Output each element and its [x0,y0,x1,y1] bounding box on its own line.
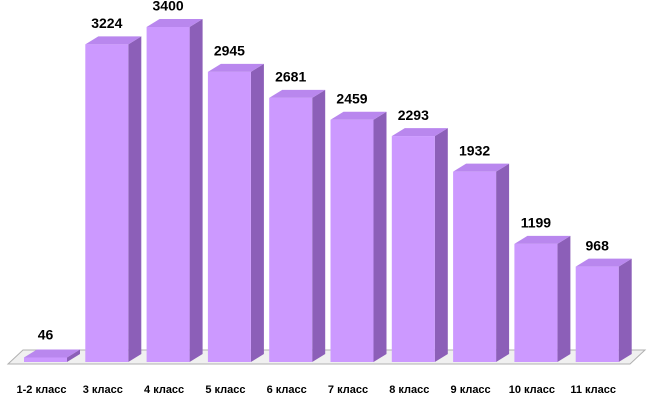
bar [24,357,67,362]
value-label: 1199 [521,215,552,231]
bar [269,97,313,362]
bar-side [434,128,448,362]
bar-side [618,258,632,362]
value-label: 3224 [91,15,122,31]
bar-top [269,89,326,98]
bar-top [514,235,571,244]
bar-side [189,19,203,362]
bar-side [128,36,142,362]
value-label: 968 [586,237,610,253]
bar [330,119,374,362]
bar-side [496,163,510,362]
value-label: 2459 [336,90,367,106]
bar-top [85,36,142,45]
bar-side [312,89,326,362]
x-tick-label: 11 класс [570,384,616,396]
value-label: 2945 [214,43,245,59]
x-tick-label: 5 класс [205,384,245,396]
bar [391,136,435,362]
x-tick-label: 6 класс [267,384,307,396]
bar [453,171,497,362]
bar [207,71,251,363]
x-tick-label: 4 класс [144,384,184,396]
value-label: 46 [38,327,54,343]
value-label: 3400 [153,0,184,14]
bar-side [373,111,387,362]
value-label: 2681 [275,69,306,85]
bar [575,266,619,362]
x-tick-label: 10 класс [509,384,555,396]
bar [514,243,558,362]
bar [146,27,190,362]
bar-top [207,63,264,72]
value-label: 2293 [398,107,429,123]
x-tick-label: 7 класс [328,384,368,396]
bar-top [330,111,387,120]
x-tick-label: 8 класс [389,384,429,396]
bar-top [146,19,203,27]
bar [85,44,129,362]
x-tick-label: 3 класс [83,384,123,396]
bar-top [575,258,632,267]
bar-top [453,163,510,172]
bar-side [250,63,264,363]
value-label: 1932 [459,142,490,158]
bar-top [24,349,80,358]
bar-side [67,349,80,362]
bar-side [557,235,571,362]
x-tick-label: 1-2 класс [17,384,67,396]
x-tick-label: 9 класс [451,384,491,396]
bar-top [391,128,448,137]
